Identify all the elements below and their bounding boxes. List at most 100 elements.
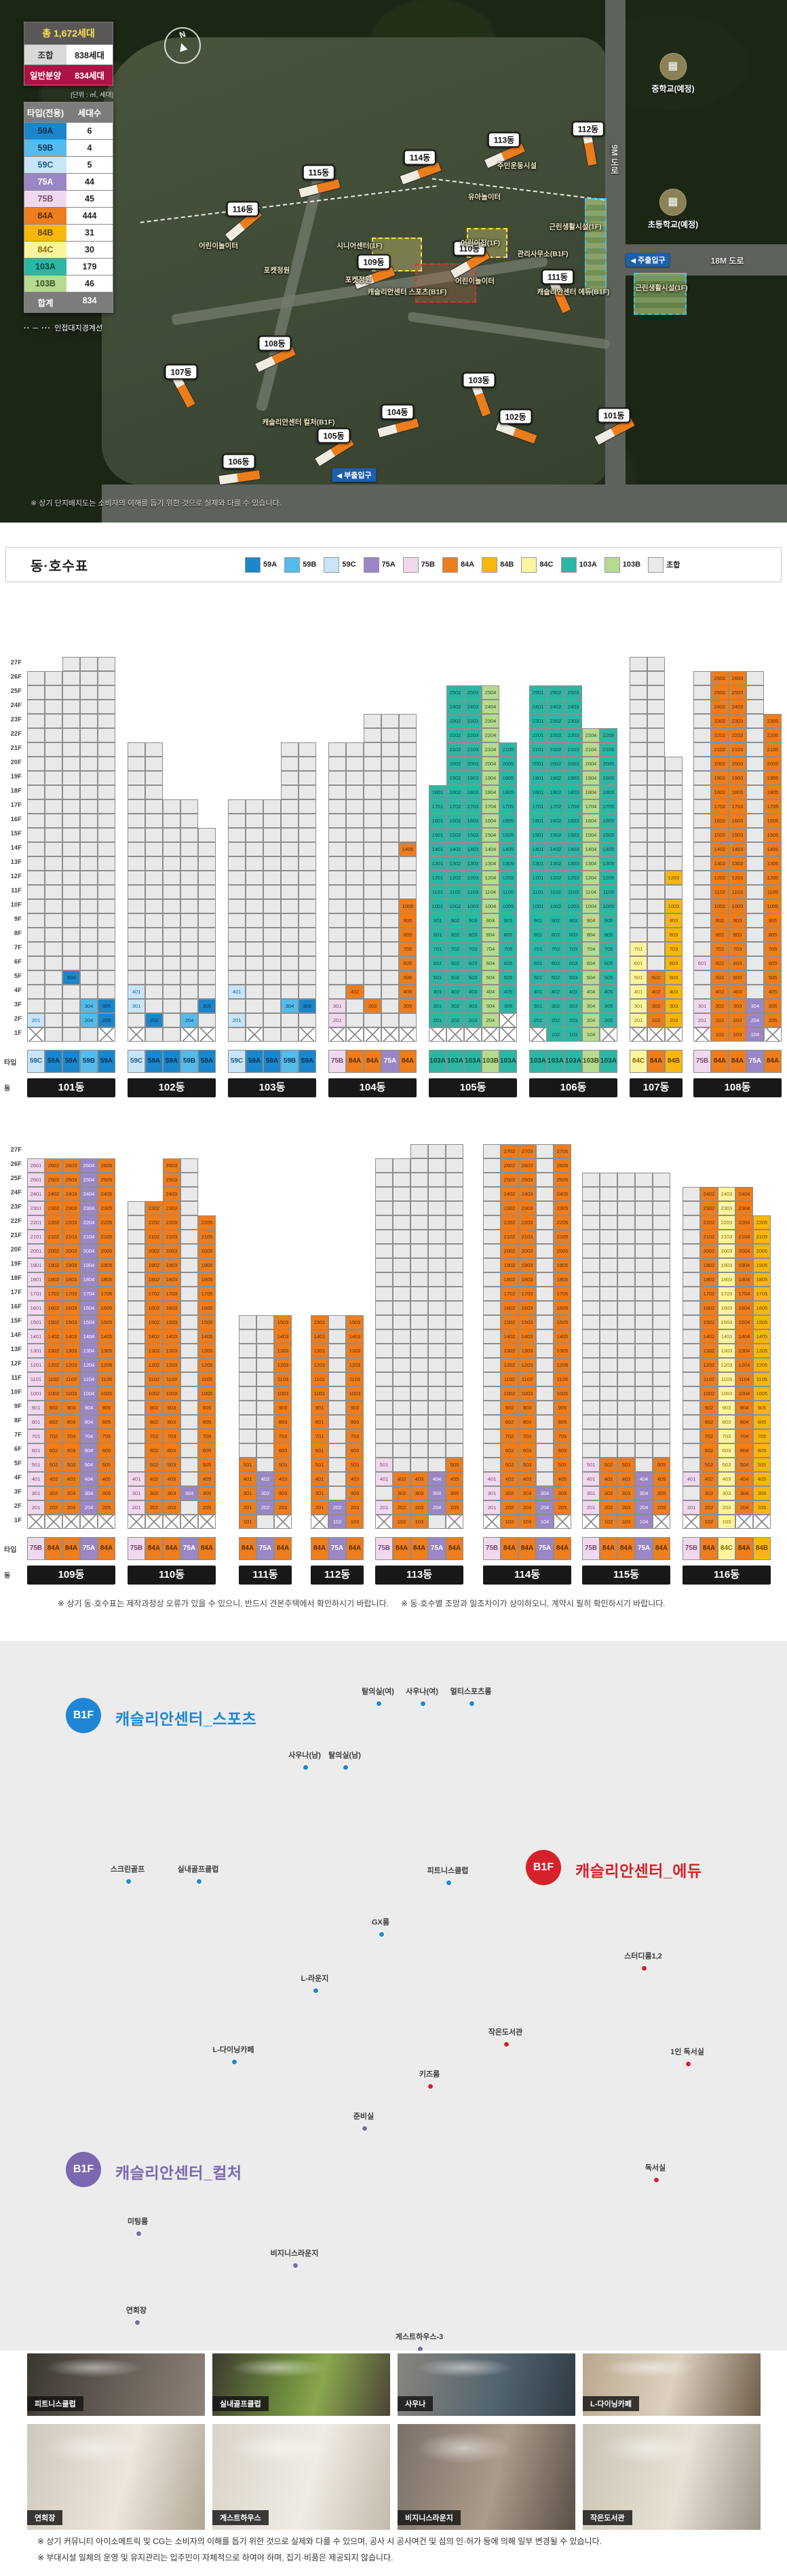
joint-unit-cell	[145, 942, 163, 956]
unit-cell: 601	[429, 956, 446, 970]
road-label: 9M 도로	[609, 144, 619, 175]
photo-highlight	[600, 2432, 699, 2465]
type-name-cell: 84C	[24, 242, 66, 258]
unit-cell: 102	[547, 1027, 564, 1042]
unit-cell: 1904	[582, 771, 600, 785]
joint-unit-cell	[328, 1443, 346, 1458]
unit-cell: 303	[564, 999, 582, 1013]
joint-unit-cell	[364, 828, 381, 842]
joint-unit-cell	[328, 785, 346, 799]
unit-cell: 1304	[80, 1344, 98, 1358]
unit-cell: 1104	[735, 1372, 753, 1386]
unit-cell: 202	[547, 1013, 564, 1027]
unit-cell: 505	[554, 1458, 571, 1472]
joint-unit-cell	[483, 1301, 501, 1315]
unit-cell: 401	[228, 985, 246, 999]
unit-cell: 1403	[464, 842, 482, 856]
unit-cell: 1201	[429, 871, 446, 885]
joint-unit-cell	[536, 1158, 554, 1173]
unit-cell: 705	[499, 942, 517, 956]
joint-unit-cell	[375, 1315, 393, 1329]
unit-cell: 2203	[729, 728, 746, 742]
joint-unit-cell	[428, 1386, 446, 1401]
unit-cell: 1402	[547, 842, 564, 856]
site-plan-note: ※ 상기 단지배치도는 소비자의 이해를 돕기 위한 것으로 실제와 다를 수 …	[31, 499, 282, 508]
joint-unit-cell	[256, 1415, 274, 1429]
axis-type-label: 타입	[4, 1059, 17, 1067]
joint-unit-cell	[128, 913, 145, 928]
unit-cell: 603	[518, 1443, 536, 1458]
unit-cell: 104	[582, 1027, 600, 1042]
joint-unit-cell	[299, 771, 316, 785]
unit-cell: 2105	[753, 1230, 771, 1244]
unit-cell: 1103	[163, 1372, 180, 1386]
unit-cell: 1403	[518, 1329, 536, 1344]
unit-cell: 1205	[98, 1358, 115, 1372]
type-name-cell: 75B	[24, 191, 66, 207]
joint-unit-cell	[281, 757, 299, 771]
joint-unit-cell	[128, 871, 145, 885]
unit-cell: 901	[311, 1401, 328, 1415]
unit-cell: 1105	[764, 885, 782, 899]
joint-unit-cell	[381, 842, 399, 856]
unit-cell: 1605	[499, 814, 517, 828]
unit-cell: 604	[80, 1443, 98, 1458]
building-marker: 106동	[222, 453, 256, 470]
joint-unit-cell	[346, 757, 364, 771]
unit-cell: 703	[464, 942, 482, 956]
unit-cell: 1103	[718, 1372, 735, 1386]
unit-cell: 1302	[446, 856, 464, 871]
joint-unit-cell	[693, 714, 711, 728]
joint-unit-cell	[228, 999, 246, 1013]
callout-dot-icon	[136, 2231, 142, 2237]
joint-unit-cell	[45, 1027, 62, 1042]
joint-unit-cell	[630, 728, 647, 742]
joint-unit-cell	[328, 799, 346, 814]
unit-cell: 2504	[80, 1173, 98, 1187]
unit-cell: 805	[198, 1415, 216, 1429]
unit-cell: 2503	[564, 685, 582, 700]
joint-unit-cell	[693, 742, 711, 757]
joint-unit-cell	[180, 885, 198, 899]
photo-highlight	[230, 2358, 328, 2377]
joint-unit-cell	[328, 885, 346, 899]
legend-label: 59B	[303, 561, 317, 569]
unit-cell: 703	[274, 1429, 292, 1443]
joint-unit-cell	[45, 742, 62, 757]
community-room-label: 사우나(여)	[406, 1688, 438, 1696]
callout-dot-icon	[343, 1764, 349, 1770]
unit-cell: 2501	[529, 685, 547, 700]
unit-cell: 2405	[98, 1187, 115, 1201]
joint-unit-cell	[328, 828, 346, 842]
excluded-unit-cell	[429, 1027, 446, 1042]
unit-cell: 905	[764, 913, 782, 928]
unit-cell: 2203	[518, 1215, 536, 1230]
unit-cell: 1701	[429, 799, 446, 814]
unit-cell: 1002	[501, 1386, 518, 1401]
unit-cell: 201	[582, 1500, 600, 1515]
unit-cell: 1204	[80, 1358, 98, 1372]
unit-cell: 2303	[718, 1201, 735, 1215]
unit-cell: 303	[665, 999, 683, 1013]
unit-cell: 2402	[45, 1187, 62, 1201]
unit-cell: 705	[399, 942, 417, 956]
joint-unit-cell	[98, 856, 115, 871]
joint-unit-cell	[246, 828, 263, 842]
community-room-label: L-라운지	[301, 1975, 329, 1983]
floor-axis-label: 12F	[10, 873, 22, 880]
summary-rows: 조합 838세대 일반분양 834세대	[24, 45, 113, 86]
joint-unit-cell	[617, 1230, 635, 1244]
school-icon: ▦	[659, 189, 687, 216]
joint-unit-cell	[263, 913, 281, 928]
unit-cell: 401	[483, 1472, 501, 1486]
unit-cell: 1103	[464, 885, 482, 899]
unit-cell: 201	[128, 1500, 145, 1515]
joint-unit-cell	[683, 1344, 700, 1358]
floor-axis-label: 23F	[10, 716, 22, 723]
unit-cell: 1705	[499, 799, 517, 814]
legend-label: 59C	[342, 561, 356, 569]
unit-cell: 2202	[547, 728, 564, 742]
joint-unit-cell	[328, 1329, 346, 1344]
joint-unit-cell	[180, 828, 198, 842]
joint-unit-cell	[665, 771, 683, 785]
